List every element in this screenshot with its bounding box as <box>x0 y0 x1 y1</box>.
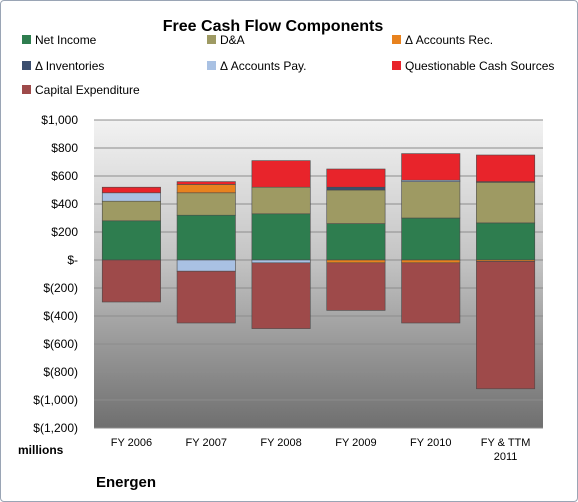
bar-segment <box>476 154 536 182</box>
legend-swatch <box>22 35 31 44</box>
bar-segment <box>401 262 461 324</box>
bar-segment <box>176 184 236 194</box>
x-tick-label: FY 2010 <box>410 437 451 449</box>
y-tick-label: $(600) <box>43 337 78 351</box>
legend-swatch <box>207 61 216 70</box>
bar-segment <box>476 182 536 224</box>
bar-segment <box>251 186 311 215</box>
legend-swatch <box>22 61 31 70</box>
bar-segment <box>251 213 311 261</box>
legend-label: Capital Expenditure <box>35 83 140 97</box>
y-tick-label: $(800) <box>43 365 78 379</box>
y-tick-label: $800 <box>51 141 78 155</box>
y-tick-label: $(400) <box>43 309 78 323</box>
legend-label: Questionable Cash Sources <box>405 59 554 73</box>
bar-segment <box>476 261 536 390</box>
legend-label: Δ Inventories <box>35 59 104 73</box>
y-tick-label: $1,000 <box>41 113 78 127</box>
bar-segment <box>101 220 161 261</box>
bar-segment <box>401 153 461 181</box>
legend-swatch <box>392 61 401 70</box>
bar-segment <box>326 186 386 191</box>
bar-segment <box>251 160 311 188</box>
x-tick-label: FY 2006 <box>111 437 152 449</box>
company-label: Energen <box>96 474 156 491</box>
bar-segment <box>176 259 236 272</box>
legend-swatch <box>22 85 31 94</box>
bar-segment <box>101 186 161 194</box>
bar-segment <box>326 259 386 264</box>
y-tick-label: $200 <box>51 225 78 239</box>
bar-segment <box>176 270 236 324</box>
x-tick-label: FY 2008 <box>260 437 301 449</box>
bar-segment <box>401 217 461 261</box>
y-tick-label: $600 <box>51 169 78 183</box>
legend: Net Income D&A Δ Accounts Rec. Δ Inventorie… <box>22 33 554 97</box>
bar-segment <box>251 262 311 329</box>
legend-swatch <box>392 35 401 44</box>
bar-segment <box>326 223 386 261</box>
legend-label: Δ Accounts Pay. <box>220 59 307 73</box>
y-tick-label: $(200) <box>43 281 78 295</box>
plot-area <box>94 120 543 428</box>
gridlines <box>94 119 543 429</box>
bar-segment <box>326 168 386 188</box>
legend-label: Δ Accounts Rec. <box>405 33 493 47</box>
y-tick-label: $(1,200) <box>33 421 78 435</box>
chart-title: Free Cash Flow Components <box>163 18 384 35</box>
y-tick-label: $- <box>67 253 78 267</box>
bar-segment <box>401 259 461 264</box>
bar-segment <box>101 200 161 222</box>
x-tick-label: FY 2009 <box>335 437 376 449</box>
bar-segment <box>176 214 236 261</box>
unit-label: millions <box>18 443 64 457</box>
bar-segment <box>101 259 161 303</box>
bars <box>101 153 536 390</box>
bar-segment <box>326 262 386 311</box>
legend-label: Net Income <box>35 33 97 47</box>
y-tick-label: $(1,000) <box>33 393 78 407</box>
bar-segment <box>176 192 236 216</box>
y-tick-label: $400 <box>51 197 78 211</box>
bar-segment <box>326 189 386 224</box>
x-axis: FY 2006 FY 2007 FY 2008 FY 2009 FY 2010 FY & … <box>111 437 531 463</box>
bar-segment <box>251 259 311 264</box>
x-tick-label: FY & TTM 2011 <box>481 437 531 463</box>
bar-segment <box>401 181 461 219</box>
bar-segment <box>476 222 536 261</box>
bar-segment <box>176 181 236 185</box>
legend-label: D&A <box>220 33 245 47</box>
x-tick-label: FY 2007 <box>186 437 227 449</box>
legend-swatch <box>207 35 216 44</box>
bar-segment <box>101 192 161 202</box>
y-axis: $1,000 $800 $600 $400 $200 $- $(200) $(400) $(60… <box>33 113 78 435</box>
